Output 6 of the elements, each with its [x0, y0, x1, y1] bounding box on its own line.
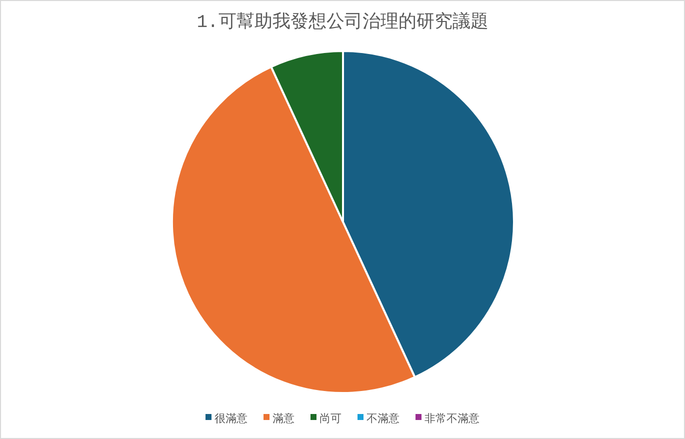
chart-title: 1.可幫助我發想公司治理的研究議題 — [196, 11, 488, 33]
legend-label: 非常不滿意 — [424, 412, 480, 425]
legend-label: 尚可 — [320, 412, 342, 425]
legend-label: 滿意 — [272, 412, 294, 425]
legend-label: 很滿意 — [214, 412, 248, 425]
legend-label: 不滿意 — [366, 412, 400, 425]
